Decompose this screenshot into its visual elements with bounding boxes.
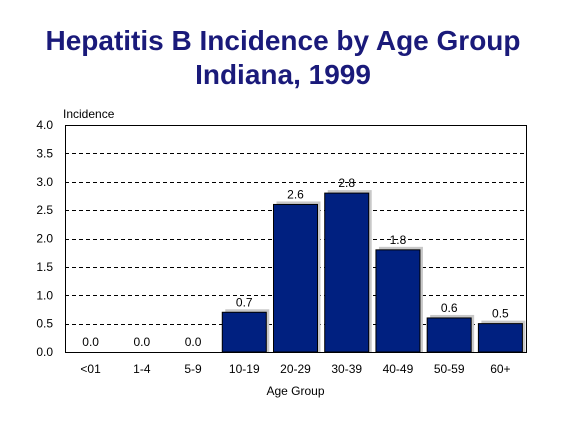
bar [477,323,523,353]
y-axis-label: Incidence [63,107,115,121]
data-label: 0.0 [133,335,150,349]
x-tick-label: 60+ [490,362,510,376]
chart-title-line-2: Indiana, 1999 [195,59,371,90]
y-tick-label: 0.5 [36,317,53,331]
bar [324,192,370,353]
data-label: 1.8 [390,233,407,247]
bar [221,311,267,353]
y-tick-labels: 0.0 0.5 1.0 1.5 2.0 2.5 3.0 3.5 4.0 [36,118,53,359]
plot-frame [65,125,527,353]
y-tick-label: 1.0 [36,288,53,302]
data-label: 0.7 [236,295,253,309]
y-tick-label: 2.5 [36,203,53,217]
y-tick-label: 3.0 [36,175,53,189]
x-tick-labels: <01 1-4 5-9 10-19 20-29 30-39 40-49 50-59 60+ [80,362,510,376]
y-tick-label: 1.5 [36,260,53,274]
y-tick-label: 2.0 [36,232,53,246]
bars [221,190,526,353]
x-tick-label: 10-19 [229,362,260,376]
data-label: 0.0 [82,335,99,349]
x-axis-label: Age Group [266,384,324,398]
y-tick-label: 4.0 [36,118,53,132]
data-label: 2.8 [338,176,355,190]
data-labels: 0.0 0.0 0.0 0.7 2.6 2.8 1.8 0.6 0.5 [82,176,509,349]
data-label: 2.6 [287,187,304,201]
bar [375,249,421,353]
data-label: 0.6 [441,301,458,315]
x-tick-label: 30-39 [331,362,362,376]
bar [426,317,472,353]
x-tick-label: 20-29 [280,362,311,376]
y-tick-label: 0.0 [36,345,53,359]
y-tick-label: 3.5 [36,146,53,160]
data-label: 0.0 [185,335,202,349]
x-tick-label: 50-59 [434,362,465,376]
chart-title-line-1: Hepatitis B Incidence by Age Group [45,25,521,56]
x-tick-label: <01 [80,362,101,376]
data-label: 0.5 [492,307,509,321]
x-tick-label: 40-49 [383,362,414,376]
x-tick-label: 5-9 [184,362,202,376]
bar [273,203,318,353]
x-tick-label: 1-4 [133,362,151,376]
